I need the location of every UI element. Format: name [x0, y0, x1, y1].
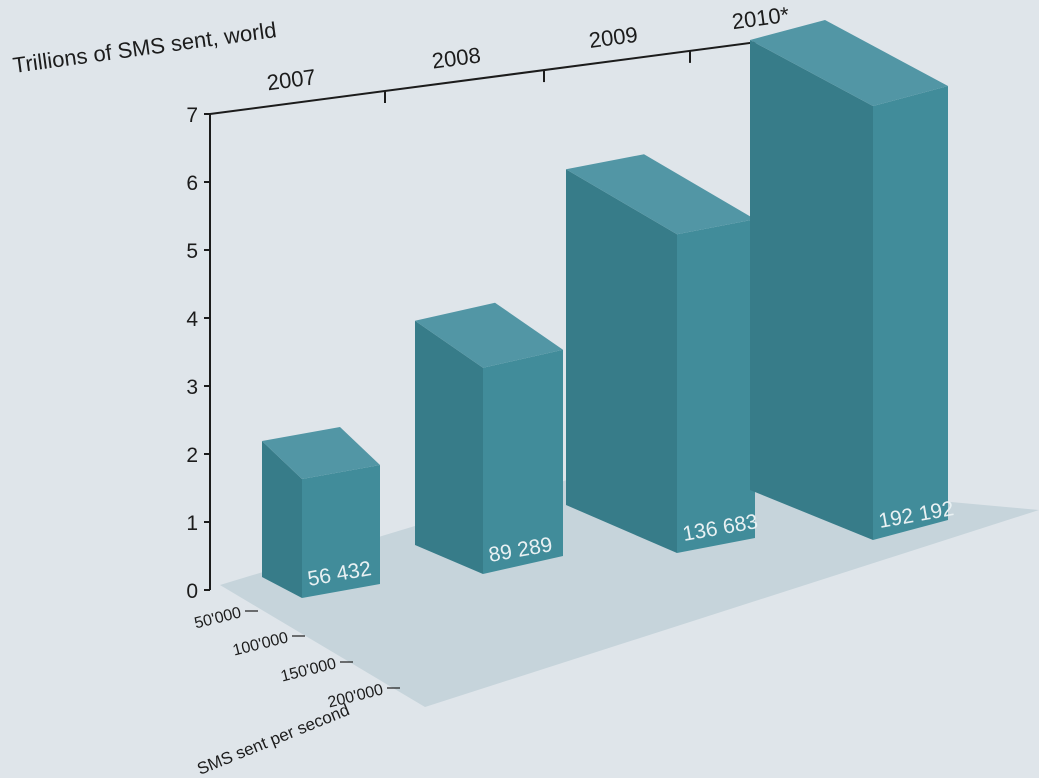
- chart-title: Trillions of SMS sent, world: [11, 17, 278, 78]
- secondary-tick-label: 50'000: [193, 604, 243, 632]
- y-tick-label: 0: [186, 580, 198, 603]
- top-axis-line: [209, 32, 827, 115]
- y-tick-label: 2: [186, 444, 198, 467]
- secondary-axis-label: SMS sent per second: [194, 700, 352, 778]
- bar-side: [415, 320, 483, 574]
- bar-side: [566, 169, 677, 553]
- y-tick-label: 6: [186, 172, 198, 195]
- bar-side: [750, 39, 873, 541]
- bar-side: [262, 441, 302, 598]
- category-label: 2009: [587, 22, 639, 53]
- category-label: 2010*: [730, 2, 791, 34]
- y-tick-label: 5: [186, 240, 198, 263]
- y-tick-label: 4: [186, 308, 198, 331]
- bar-top: [415, 302, 563, 368]
- category-label: 2008: [430, 42, 482, 73]
- axes: 0 1 2 3 4 5 6 7 2007 2008 2009 2010* 50'000100'00015…: [186, 2, 827, 712]
- bar-top: [566, 154, 755, 235]
- secondary-tick-label: 150'000: [279, 655, 338, 685]
- y-tick-label: 7: [186, 104, 198, 127]
- bar-front: [483, 349, 563, 574]
- bar-front: [677, 219, 755, 553]
- secondary-tick-label: 100'000: [231, 629, 290, 659]
- bar-top: [750, 19, 948, 106]
- bar-front: [302, 465, 380, 598]
- y-tick-label: 1: [186, 512, 198, 535]
- category-label: 2007: [265, 64, 317, 95]
- bar-front: [873, 85, 948, 541]
- bar-top: [262, 427, 380, 480]
- y-tick-label: 3: [186, 376, 198, 399]
